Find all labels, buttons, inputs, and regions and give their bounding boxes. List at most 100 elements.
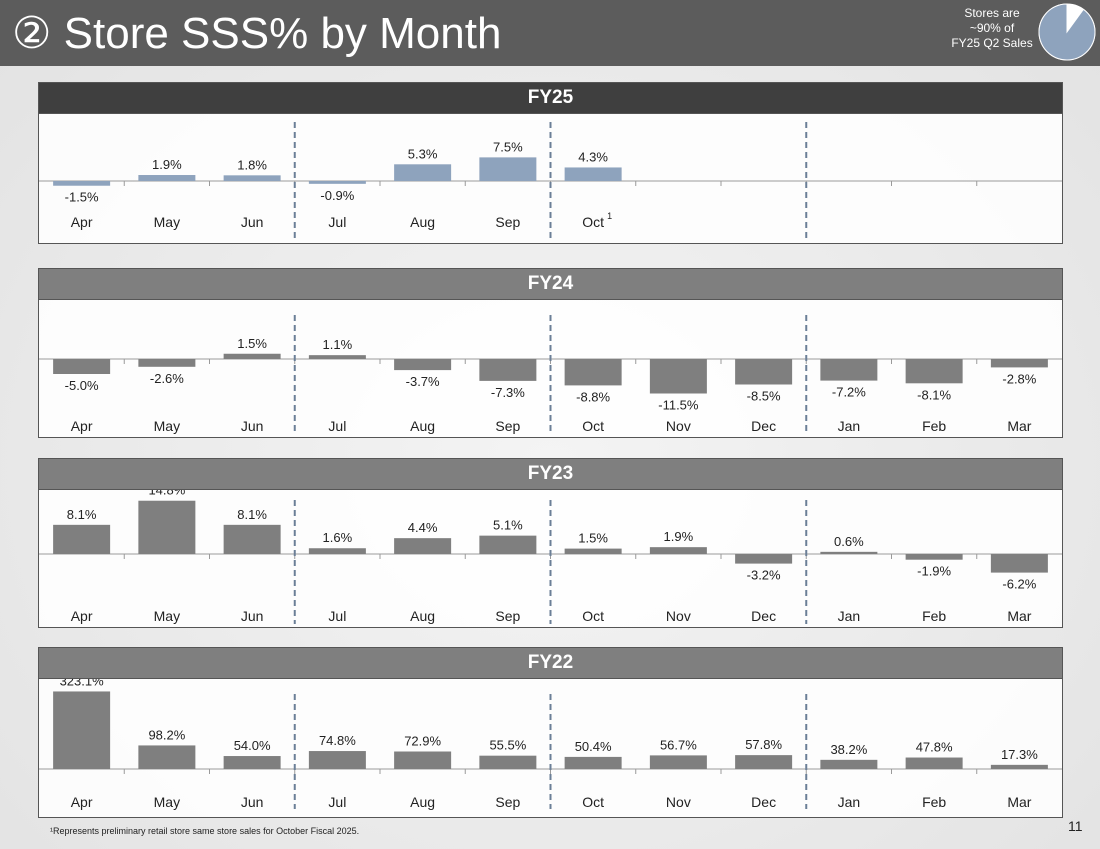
bar-jun	[223, 353, 281, 359]
bar-oct	[564, 359, 622, 386]
bar-may	[138, 175, 196, 181]
bar-dec	[735, 359, 793, 385]
category-label: Apr	[71, 214, 93, 230]
panel-fy23: FY23 8.1% Apr 14.8% May 8.1% Jun 1.6% Jul 4.4% Au…	[38, 458, 1063, 628]
page-number: 11	[1068, 818, 1083, 834]
data-label: 8.1%	[237, 507, 267, 522]
category-label: Feb	[922, 608, 946, 624]
data-label: 1.5%	[578, 531, 608, 546]
category-label: Sep	[495, 608, 520, 624]
panel-title-fy25: FY25	[39, 83, 1062, 114]
bar-sep	[479, 359, 537, 381]
bar-apr	[53, 524, 111, 554]
data-label: -1.5%	[65, 190, 99, 205]
data-label: -7.3%	[491, 385, 525, 400]
data-label: 17.3%	[1001, 747, 1038, 762]
data-label: 74.8%	[319, 733, 356, 748]
data-label: -6.2%	[1002, 577, 1036, 592]
category-label: Jul	[328, 794, 346, 810]
bar-dec	[735, 755, 793, 769]
chart-fy22: 323.1% Apr 98.2% May 54.0% Jun 74.8% Jul 72.9% Au…	[39, 679, 1062, 810]
bar-nov	[649, 547, 707, 554]
data-label: 1.9%	[664, 529, 694, 544]
category-label: Aug	[410, 608, 435, 624]
bar-nov	[649, 755, 707, 769]
bar-may	[138, 745, 196, 769]
stores-share-pie	[1038, 3, 1096, 61]
bar-jul	[308, 181, 366, 184]
category-label: Dec	[751, 794, 776, 810]
chart-fy23: 8.1% Apr 14.8% May 8.1% Jun 1.6% Jul 4.4% Aug 5.1%…	[39, 490, 1062, 624]
bar-mar	[990, 359, 1048, 368]
chart-fy25: -1.5% Apr 1.9% May 1.8% Jun -0.9% Jul 5.3% Aug 7.5…	[39, 122, 1062, 242]
category-label: Nov	[666, 608, 691, 624]
bar-oct	[564, 167, 622, 181]
bar-mar	[990, 764, 1048, 769]
category-label: Jan	[838, 608, 861, 624]
data-label: -2.8%	[1002, 371, 1036, 386]
category-label: Jun	[241, 794, 264, 810]
category-label: Aug	[410, 794, 435, 810]
category-label: Jan	[838, 794, 861, 810]
bar-jun	[223, 175, 281, 181]
category-label: Aug	[410, 418, 435, 434]
data-label: 5.3%	[408, 146, 438, 161]
category-label: May	[154, 214, 180, 230]
panel-title-fy23: FY23	[39, 459, 1062, 490]
panel-fy24: FY24 -5.0% Apr -2.6% May 1.5% Jun 1.1% Jul -3.7%…	[38, 268, 1063, 438]
bar-sep	[479, 535, 537, 554]
bar-jul	[308, 355, 366, 359]
data-label: -7.2%	[832, 385, 866, 400]
data-label: 8.1%	[67, 507, 97, 522]
bar-jul	[308, 548, 366, 554]
data-label: 5.1%	[493, 518, 523, 533]
bar-feb	[905, 757, 963, 769]
bar-aug	[394, 164, 452, 181]
bar-apr	[53, 181, 111, 186]
bar-jan	[820, 359, 878, 381]
category-label: Jul	[328, 608, 346, 624]
data-label: 50.4%	[575, 739, 612, 754]
data-label: 1.5%	[237, 336, 267, 351]
bar-jul	[308, 751, 366, 769]
pie-slice-stores	[1038, 3, 1096, 61]
data-label: 38.2%	[830, 742, 867, 757]
category-label: Jul	[328, 418, 346, 434]
data-label: 98.2%	[148, 727, 185, 742]
bar-sep	[479, 755, 537, 769]
bar-feb	[905, 359, 963, 384]
data-label: 47.8%	[916, 740, 953, 755]
data-label: 56.7%	[660, 737, 697, 752]
panel-fy22: FY22 323.1% Apr 98.2% May 54.0% Jun 74.8% Jul 72…	[38, 647, 1063, 818]
category-label: Dec	[751, 608, 776, 624]
category-label: Oct	[582, 794, 604, 810]
data-label: 54.0%	[234, 738, 271, 753]
data-label: 1.8%	[237, 157, 267, 172]
data-label: -5.0%	[65, 378, 99, 393]
data-label: 1.1%	[323, 337, 353, 352]
data-label: 4.3%	[578, 149, 608, 164]
data-label: -8.8%	[576, 389, 610, 404]
data-label: -8.1%	[917, 387, 951, 402]
bar-aug	[394, 359, 452, 371]
bar-sep	[479, 157, 537, 181]
data-label: -1.9%	[917, 564, 951, 579]
data-label: 323.1%	[60, 679, 105, 688]
category-label: Nov	[666, 794, 691, 810]
panel-fy25: FY25 -1.5% Apr 1.9% May 1.8% Jun -0.9% Jul 5.3% A…	[38, 82, 1063, 244]
category-label: Nov	[666, 418, 691, 434]
data-label: 7.5%	[493, 139, 523, 154]
bar-apr	[53, 359, 111, 374]
category-label: Apr	[71, 794, 93, 810]
category-label: Oct	[582, 608, 604, 624]
data-label: 72.9%	[404, 734, 441, 749]
category-label: Oct	[582, 418, 604, 434]
bar-jan	[820, 551, 878, 554]
data-label: -3.7%	[406, 374, 440, 389]
bar-jun	[223, 756, 281, 769]
footnote-marker: 1	[607, 211, 612, 221]
data-label: -0.9%	[320, 188, 354, 203]
category-label: Feb	[922, 418, 946, 434]
category-label: Jun	[241, 214, 264, 230]
panel-title-fy22: FY22	[39, 648, 1062, 679]
